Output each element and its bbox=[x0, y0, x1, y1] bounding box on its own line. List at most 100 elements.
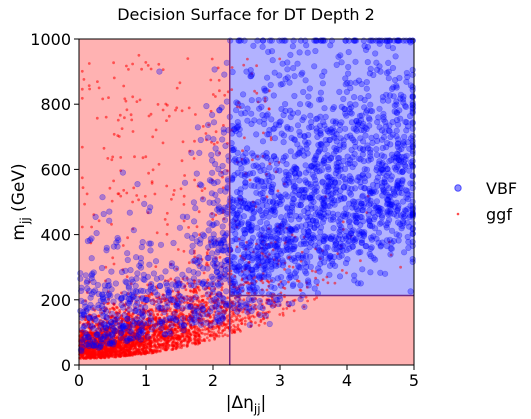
vbf-point bbox=[311, 63, 318, 70]
vbf-point bbox=[314, 163, 321, 170]
vbf-point bbox=[95, 327, 102, 334]
ggf-point bbox=[80, 69, 84, 73]
ggf-point bbox=[176, 248, 180, 251]
vbf-point bbox=[106, 217, 113, 224]
vbf-point bbox=[222, 142, 229, 149]
ggf-point bbox=[181, 335, 185, 338]
vbf-point bbox=[283, 161, 290, 168]
ggf-point bbox=[287, 280, 290, 284]
ggf-point bbox=[176, 341, 180, 344]
ggf-point bbox=[194, 335, 198, 339]
vbf-point bbox=[267, 81, 274, 89]
ggf-point bbox=[206, 297, 210, 300]
vbf-point bbox=[296, 263, 303, 271]
ggf-point bbox=[146, 283, 150, 287]
ggf-point bbox=[261, 315, 265, 318]
vbf-point bbox=[208, 151, 215, 159]
vbf-point bbox=[334, 211, 342, 218]
ggf-point bbox=[216, 141, 219, 144]
vbf-point bbox=[210, 275, 217, 283]
ggf-point bbox=[165, 348, 168, 351]
vbf-point bbox=[317, 89, 325, 96]
ggf-point bbox=[130, 353, 134, 357]
ggf-point bbox=[238, 328, 242, 332]
vbf-point bbox=[409, 133, 416, 140]
ggf-point bbox=[265, 301, 268, 305]
ggf-point bbox=[117, 342, 120, 346]
ggf-point bbox=[175, 267, 179, 271]
ggf-point bbox=[133, 155, 136, 159]
vbf-point bbox=[131, 307, 139, 315]
ggf-point bbox=[187, 106, 191, 110]
vbf-point bbox=[388, 227, 396, 234]
ggf-point bbox=[285, 307, 289, 310]
vbf-point bbox=[107, 292, 114, 299]
vbf-point bbox=[290, 64, 297, 72]
ggf-point bbox=[147, 114, 151, 118]
vbf-point bbox=[370, 209, 377, 217]
vbf-point bbox=[321, 233, 329, 240]
ggf-point bbox=[110, 199, 114, 203]
ggf-point bbox=[161, 297, 165, 301]
ggf-point bbox=[90, 225, 93, 229]
vbf-point bbox=[361, 96, 368, 104]
vbf-point bbox=[345, 63, 352, 71]
ggf-point bbox=[258, 263, 262, 267]
ggf-point bbox=[263, 254, 267, 258]
ggf-point bbox=[212, 313, 216, 317]
ggf-point bbox=[165, 312, 169, 316]
ggf-point bbox=[180, 159, 184, 163]
vbf-point bbox=[260, 214, 267, 221]
vbf-point bbox=[185, 267, 192, 274]
ggf-point bbox=[171, 347, 175, 350]
region-ggf-1 bbox=[229, 295, 414, 365]
ggf-point bbox=[200, 189, 204, 193]
vbf-point bbox=[294, 151, 301, 158]
vbf-point bbox=[357, 156, 364, 163]
ggf-point bbox=[223, 323, 227, 327]
vbf-point bbox=[280, 279, 288, 286]
ggf-point bbox=[197, 210, 201, 214]
ggf-point bbox=[106, 321, 110, 324]
vbf-point bbox=[205, 134, 212, 141]
vbf-point bbox=[170, 296, 177, 304]
vbf-point bbox=[156, 68, 163, 75]
vbf-point bbox=[392, 76, 399, 84]
vbf-point bbox=[294, 109, 302, 116]
vbf-point bbox=[184, 232, 191, 239]
ggf-point bbox=[155, 348, 159, 351]
vbf-point bbox=[248, 297, 255, 304]
vbf-point bbox=[403, 152, 410, 159]
vbf-point bbox=[157, 241, 165, 248]
vbf-point bbox=[340, 95, 347, 103]
ggf-point bbox=[233, 275, 237, 278]
vbf-point bbox=[331, 144, 338, 151]
ggf-point bbox=[102, 355, 106, 359]
ggf-point bbox=[187, 226, 191, 229]
ggf-point bbox=[265, 316, 269, 320]
vbf-point bbox=[173, 286, 180, 293]
ggf-point bbox=[333, 281, 337, 285]
vbf-point bbox=[262, 95, 269, 102]
vbf-point bbox=[124, 256, 131, 264]
ggf-point bbox=[119, 340, 123, 344]
vbf-point bbox=[300, 88, 307, 96]
vbf-point bbox=[219, 136, 226, 143]
vbf-point bbox=[409, 225, 416, 232]
vbf-point bbox=[195, 270, 202, 277]
ggf-point bbox=[154, 307, 158, 310]
vbf-point bbox=[291, 136, 299, 143]
vbf-point bbox=[242, 179, 249, 186]
vbf-point bbox=[387, 176, 394, 183]
ggf-point bbox=[85, 355, 88, 358]
ggf-point bbox=[210, 330, 213, 334]
ggf-point bbox=[117, 192, 121, 196]
ggf-point bbox=[115, 306, 119, 310]
ggf-point bbox=[253, 89, 256, 93]
ggf-point bbox=[80, 87, 84, 91]
vbf-point bbox=[83, 279, 90, 286]
vbf-point bbox=[385, 75, 392, 82]
vbf-point bbox=[262, 178, 269, 185]
vbf-point bbox=[294, 60, 301, 67]
ggf-point bbox=[145, 344, 149, 348]
